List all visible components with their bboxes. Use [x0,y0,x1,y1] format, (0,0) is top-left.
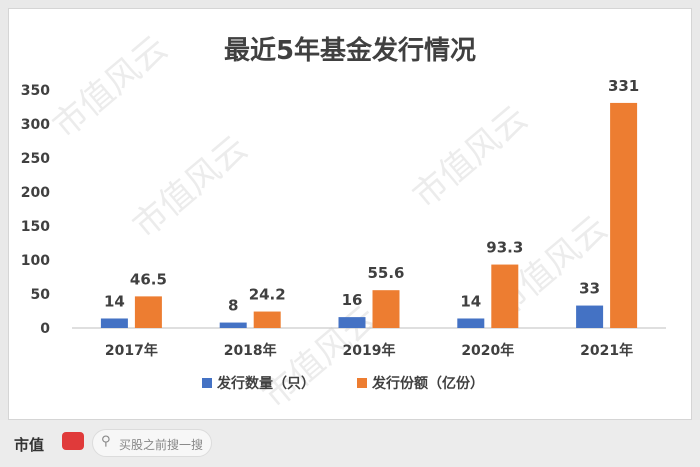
bar-share [372,290,400,328]
data-label: 24.2 [249,286,286,304]
legend-swatch [357,378,367,388]
legend-swatch [202,378,212,388]
search-icon: ⚲ [101,434,111,449]
bar-count [338,317,366,328]
bar-chart: 0 50 100 150 200 250 300 350 2017年 2018年 2019年 2020… [21,77,666,392]
bar-share [253,311,281,328]
legend-label: 发行数量（只） [216,375,315,392]
x-tick-label: 2017年 [105,342,158,359]
bar-count [219,322,247,328]
bar-share [134,296,162,328]
y-tick-label: 150 [21,219,50,235]
data-label: 33 [579,280,600,298]
legend-label: 发行份额（亿份） [371,375,484,392]
data-label: 55.6 [367,264,404,282]
data-label: 93.3 [486,239,523,257]
bar-share [491,264,519,328]
bar-share [610,102,638,328]
data-label: 14 [460,292,481,310]
y-tick-label: 50 [31,287,51,303]
y-tick-label: 350 [21,83,50,99]
data-label: 331 [608,77,639,95]
y-tick-label: 300 [21,117,50,133]
chart-card [8,8,692,420]
data-label: 46.5 [130,270,167,288]
y-tick-label: 100 [21,253,50,269]
bar-count [457,318,485,328]
x-tick-label: 2018年 [224,342,277,359]
bar-count [100,318,128,328]
y-tick-label: 250 [21,151,50,167]
brand-logo: 市值 [14,436,45,454]
y-tick-label: 0 [40,321,50,337]
x-tick-label: 2021年 [580,342,633,359]
footer-bar: 市值 ⚲ 买股之前搜一搜 [0,420,700,467]
data-label: 8 [228,297,238,315]
chart-title: 最近5年基金发行情况 [223,36,477,66]
search-placeholder: 买股之前搜一搜 [119,438,204,452]
x-tick-label: 2020年 [461,342,514,359]
data-label: 14 [104,292,125,310]
brand-logo-mark [62,432,84,450]
bar-count [576,305,604,328]
y-tick-label: 200 [21,185,50,201]
search-input[interactable]: ⚲ 买股之前搜一搜 [92,429,212,457]
data-label: 16 [342,291,363,309]
x-tick-label: 2019年 [343,342,396,359]
